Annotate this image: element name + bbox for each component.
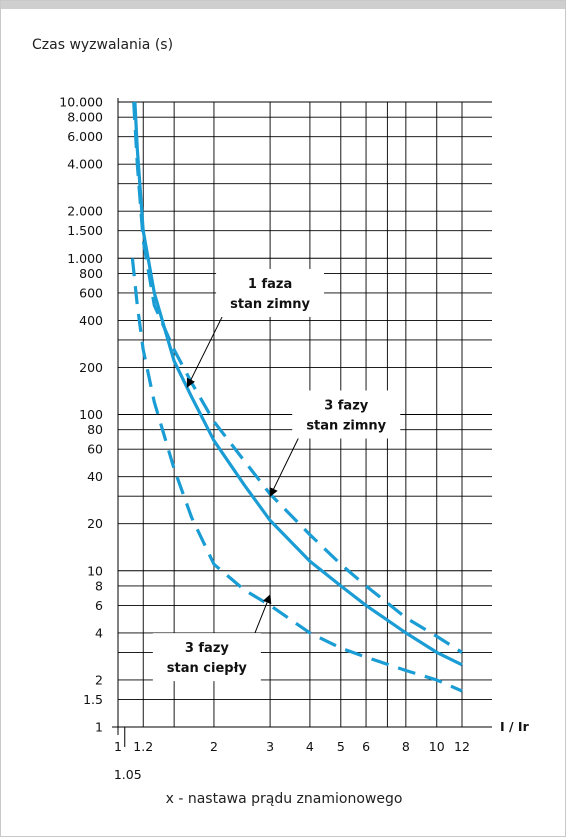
y-tick-label: 4 (95, 625, 103, 640)
x-tick-label: 2 (210, 739, 218, 754)
y-tick-label: 400 (79, 313, 103, 328)
annotation-arrow (269, 438, 299, 498)
x-tick-label: 10 (429, 739, 445, 754)
annotation-arrow (254, 594, 272, 634)
annotation-arrow (186, 316, 223, 388)
curves (130, 101, 463, 693)
annotation-text: 3 fazy (324, 399, 369, 414)
x-tick-label: 3 (266, 739, 274, 754)
trip-curve-chart: 1 faza stan zimny 3 fazy stan zimny 3 fazy st… (59, 95, 529, 782)
y-axis-label: Czas wyzwalania (s) (32, 37, 174, 53)
annotation-box (216, 268, 325, 317)
y-tick-label: 1.000 (67, 251, 103, 266)
y-tick-label: 2.000 (67, 204, 103, 219)
y-tick-label: 20 (87, 516, 103, 531)
y-tick-label: 40 (87, 469, 103, 484)
y-tick-label: 10.000 (59, 95, 103, 110)
grid (112, 98, 492, 747)
curve-phases3-warm (130, 258, 463, 693)
x-tick-label: 8 (402, 739, 410, 754)
y-tick-label: 800 (79, 266, 103, 281)
annotation-text: 1 faza (248, 277, 292, 292)
annotations: 1 faza stan zimny 3 fazy stan zimny 3 fazy st… (152, 268, 401, 682)
y-tick-label: 6.000 (67, 129, 103, 144)
x-tick-label: 5 (337, 739, 345, 754)
y-tick-label: 80 (87, 422, 103, 437)
y-tick-label: 200 (79, 360, 103, 375)
annotation-text: stan zimny (306, 419, 386, 434)
y-tick-label: 2 (95, 672, 103, 687)
annotation-text: stan ciepły (167, 661, 248, 676)
y-tick-label: 8.000 (67, 110, 103, 125)
y-tick-label: 1.5 (83, 692, 103, 707)
x-tick-label: 1.2 (133, 739, 153, 754)
y-tick-label: 10 (87, 563, 103, 578)
x-tick-label: 6 (362, 739, 370, 754)
annotation-box (152, 633, 261, 682)
y-tick-label: 6 (95, 598, 103, 613)
annotation-box (292, 390, 401, 439)
y-tick-label: 60 (87, 442, 103, 457)
x-axis-caption: x - nastawa prądu znamionowego (165, 791, 403, 807)
y-tick-label: 600 (79, 285, 103, 300)
y-tick-label: 8 (95, 578, 103, 593)
y-tick-label: 1 (95, 720, 103, 735)
annotation-text: 3 fazy (185, 641, 230, 656)
curve-phase1-cold (133, 101, 463, 667)
x-tick-label: 12 (454, 739, 470, 754)
x-tick-label-extra: 1.05 (114, 767, 142, 781)
top-band (1, 1, 565, 9)
y-tick-label: 1.500 (67, 223, 103, 238)
annotation-text: stan zimny (230, 297, 310, 312)
y-tick-label: 100 (79, 407, 103, 422)
curve-phases3-cold (132, 101, 463, 654)
y-tick-label: 4.000 (67, 157, 103, 172)
x-tick-label: 4 (306, 739, 314, 754)
x-axis-label: I / Ir (500, 719, 530, 734)
x-tick-label: 1 (114, 739, 122, 754)
